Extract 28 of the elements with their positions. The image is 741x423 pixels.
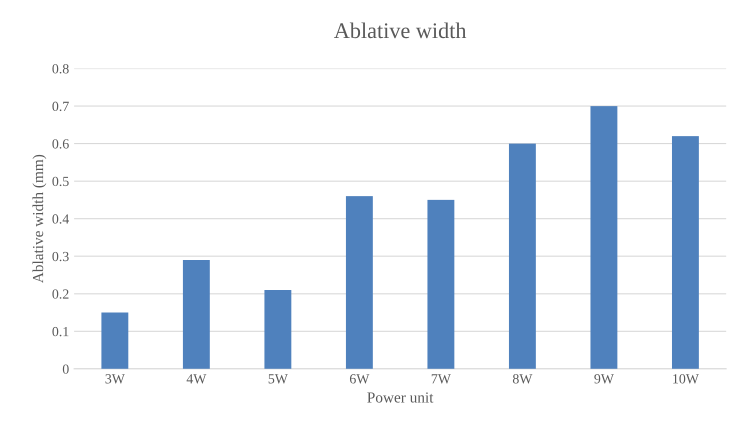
y-tick-label: 0.8	[52, 64, 69, 74]
y-tick-label: 0.1	[52, 326, 68, 336]
x-tick-label: 8W	[512, 374, 532, 384]
y-tick-label: 0.5	[52, 176, 69, 186]
x-tick-label: 9W	[594, 374, 614, 384]
y-tick-label: 0.2	[52, 289, 68, 299]
bar	[672, 136, 699, 369]
y-tick-label: 0.4	[52, 214, 70, 224]
y-axis-title: Ablative width (mm)	[32, 154, 46, 284]
bar	[101, 312, 128, 369]
x-tick-label: 7W	[432, 374, 451, 384]
y-tick-label: 0.3	[52, 252, 69, 262]
x-axis-title: Power unit	[367, 392, 434, 403]
x-tick-label: 10W	[673, 374, 699, 384]
y-tick-label: 0.7	[52, 102, 69, 112]
bar	[590, 106, 618, 369]
y-tick-label: 0	[62, 364, 69, 374]
x-tick-label: 6W	[350, 374, 370, 384]
bar	[508, 144, 536, 369]
y-tick-label: 0.6	[52, 139, 69, 149]
bar	[264, 290, 292, 369]
x-tick-label: 5W	[268, 374, 288, 384]
bar	[427, 200, 454, 369]
chart-title: Ablative width	[334, 22, 466, 38]
bar	[182, 260, 210, 369]
x-tick-label: 3W	[105, 374, 125, 384]
x-tick-label: 4W	[186, 374, 206, 384]
bar	[346, 196, 373, 369]
